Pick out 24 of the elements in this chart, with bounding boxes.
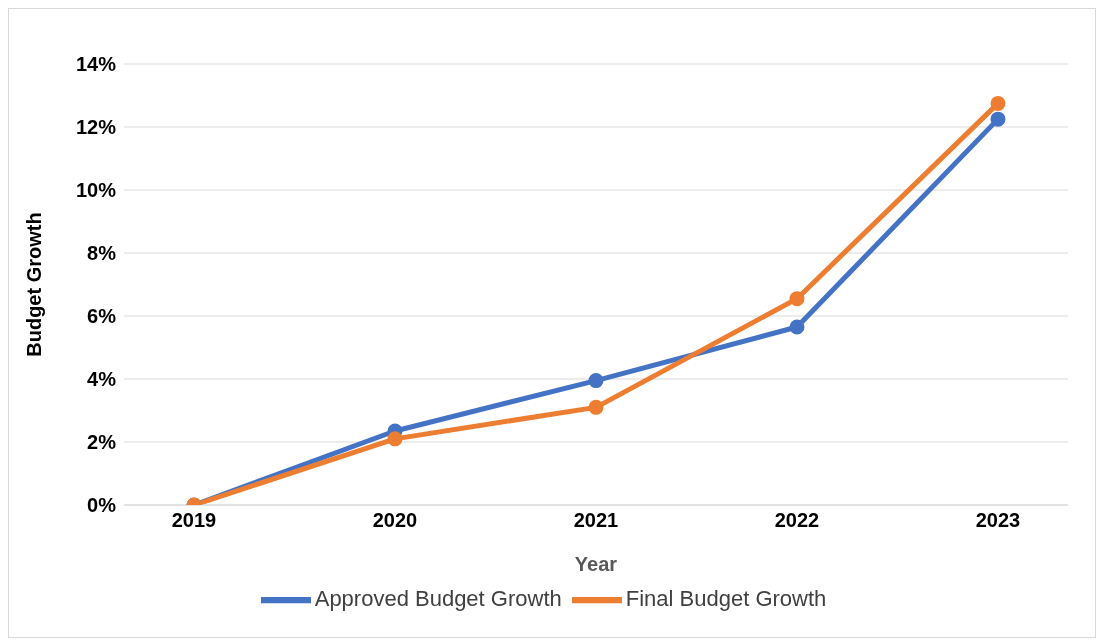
x-tick-label: 2021 <box>573 509 619 532</box>
x-tick-label: 2020 <box>372 509 418 532</box>
x-axis-title: Year <box>574 553 618 575</box>
legend-label: Final Budget Growth <box>625 585 827 611</box>
legend-label: Approved Budget Growth <box>314 585 562 611</box>
y-tick-label: 2% <box>87 431 117 454</box>
point <box>789 291 805 307</box>
y-tick-label: 6% <box>87 305 117 328</box>
y-tick-label: 10% <box>75 179 117 202</box>
point <box>990 95 1006 111</box>
y-tick-label: 0% <box>87 494 117 517</box>
point <box>588 373 604 389</box>
point <box>387 431 403 447</box>
y-axis-title: Budget Growth <box>23 212 46 357</box>
y-tick-label: 12% <box>75 116 117 139</box>
y-tick-label: 4% <box>87 368 117 391</box>
point <box>990 111 1006 127</box>
x-tick-label: 2022 <box>774 509 820 532</box>
x-tick-label: 2019 <box>171 509 217 532</box>
y-tick-label: 8% <box>87 242 117 265</box>
x-tick-label: 2023 <box>975 509 1021 532</box>
point <box>588 399 604 415</box>
y-tick-label: 14% <box>75 53 117 76</box>
point <box>789 319 805 335</box>
